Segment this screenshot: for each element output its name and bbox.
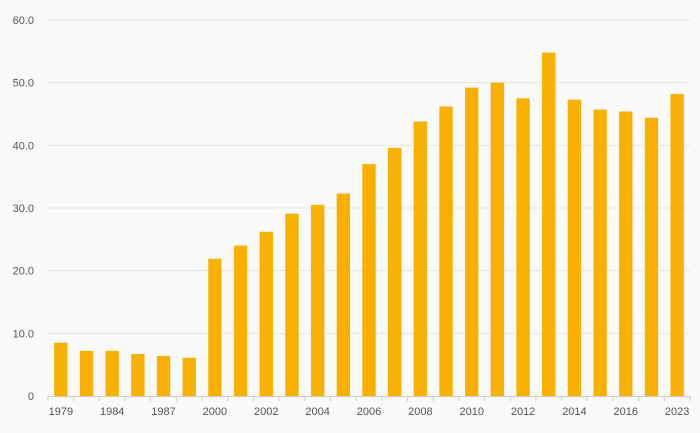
bar-2007[interactable] <box>388 147 402 396</box>
bar-2014[interactable] <box>567 99 582 396</box>
x-axis-ticks: 1979 1984 1987 2000 2002 2004 2006 2008 2010 2012… <box>49 406 690 418</box>
x-axis <box>47 396 691 401</box>
x-tick-label: 2004 <box>305 406 329 418</box>
x-tick-label: 1984 <box>100 406 124 418</box>
bar-2016[interactable] <box>619 111 633 396</box>
bar-2008[interactable] <box>413 121 428 397</box>
x-tick-label: 2008 <box>408 406 432 418</box>
bar-2011[interactable] <box>490 82 505 397</box>
bar-2005[interactable] <box>336 193 350 396</box>
x-tick-label: 2012 <box>511 406 535 418</box>
y-tick-label: 10.0 <box>13 328 34 340</box>
bar-2017[interactable] <box>644 117 659 396</box>
bar-2001[interactable] <box>233 245 248 396</box>
bar-1985[interactable] <box>131 354 145 396</box>
bar-2000[interactable] <box>208 258 222 396</box>
bar-1984[interactable] <box>105 350 119 396</box>
y-tick-label: 60.0 <box>13 15 34 27</box>
y-tick-label: 40.0 <box>13 140 34 152</box>
bar-2023[interactable] <box>670 93 684 397</box>
y-axis-ticks: 0 10.0 20.0 30.0 40.0 50.0 60.0 <box>13 15 34 403</box>
bar-2015[interactable] <box>593 109 607 396</box>
x-tick-label: 2006 <box>357 406 381 418</box>
x-tick-label: 2014 <box>562 406 586 418</box>
x-tick-label: 2016 <box>614 406 638 418</box>
bar-2012[interactable] <box>516 98 530 396</box>
bar-2004[interactable] <box>310 204 325 396</box>
y-tick-label: 50.0 <box>13 78 34 90</box>
bar-2010[interactable] <box>465 87 479 397</box>
x-tick-label: 2023 <box>665 406 689 418</box>
bar-1987[interactable] <box>156 355 171 396</box>
bar-1982[interactable] <box>79 350 94 396</box>
x-tick-label: 1979 <box>49 406 73 418</box>
bar-2013[interactable] <box>542 52 556 396</box>
y-tick-label: 20.0 <box>13 266 34 278</box>
x-tick-label: 2010 <box>459 406 483 418</box>
bar-2006[interactable] <box>362 164 376 396</box>
bar-2003[interactable] <box>285 213 299 396</box>
bar-2002[interactable] <box>259 231 273 396</box>
bars <box>54 52 684 397</box>
bar-2009[interactable] <box>439 106 453 396</box>
x-tick-label: 2000 <box>203 406 227 418</box>
y-tick-label: 30.0 <box>13 203 34 215</box>
bar-1979[interactable] <box>54 342 68 396</box>
y-tick-label: 0 <box>28 391 34 403</box>
bar-1990[interactable] <box>182 357 196 396</box>
x-tick-label: 2002 <box>254 406 278 418</box>
x-tick-label: 1987 <box>151 406 175 418</box>
